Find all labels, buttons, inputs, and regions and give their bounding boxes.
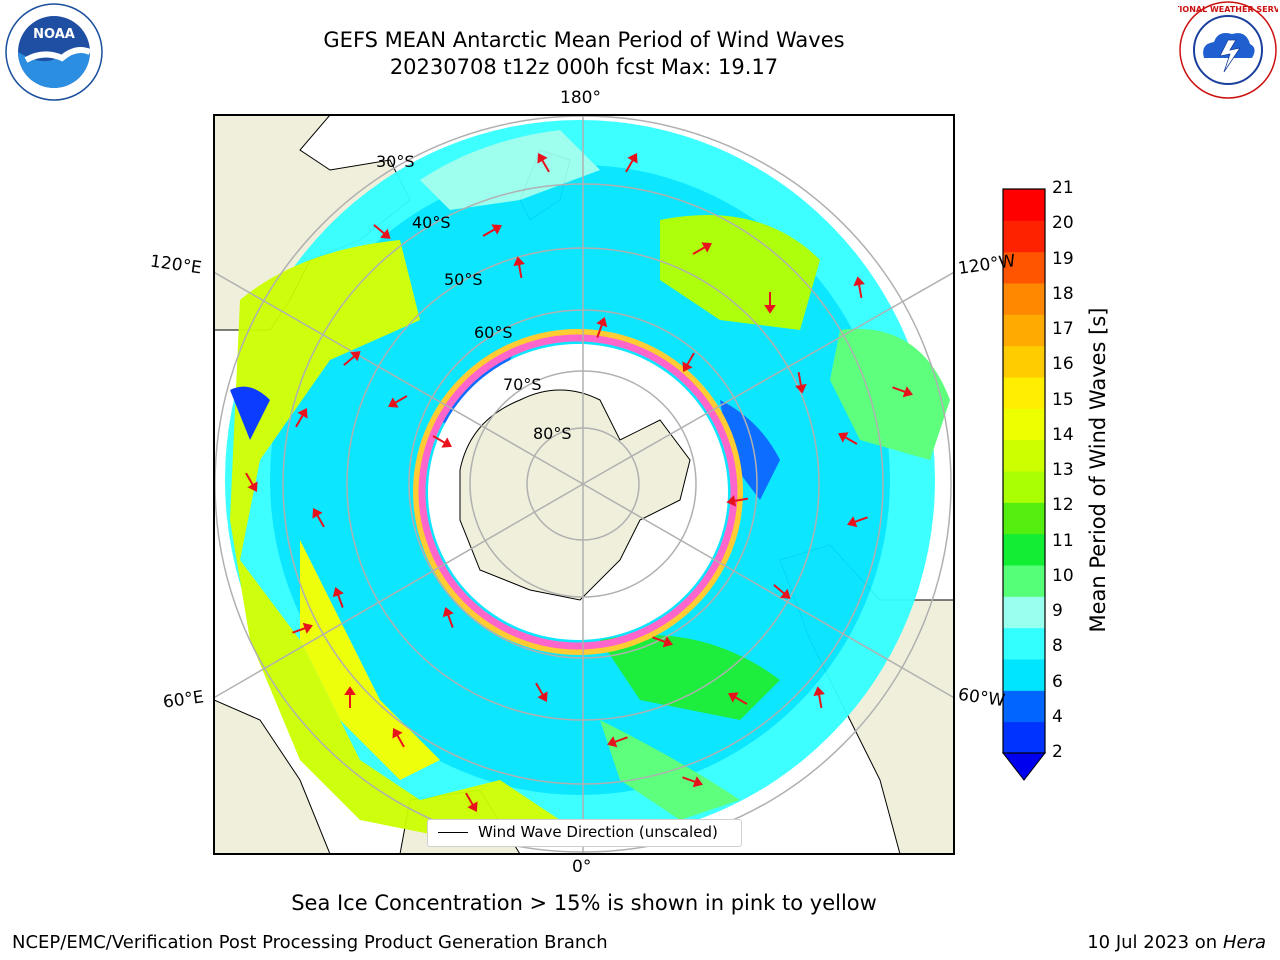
colorbar [1001,188,1047,781]
colorbar-tick-label: 13 [1052,460,1074,480]
map-legend: Wind Wave Direction (unscaled) [427,819,742,847]
chart-subtitle: 20230708 t12z 000h fcst Max: 19.17 [389,55,779,79]
colorbar-segment [1003,565,1045,597]
colorbar-segment [1003,659,1045,691]
colorbar-tick-label: 14 [1052,424,1074,445]
colorbar-segment [1003,690,1045,723]
sea-ice-ring-outer [413,329,743,655]
colorbar-tick-label: 9 [1052,601,1063,621]
legend-label: Wind Wave Direction (unscaled) [478,823,718,841]
colorbar-title: Mean Period of Wind Waves [s] [1086,307,1110,633]
colorbar-tick-label: 20 [1052,213,1074,234]
chart-title: GEFS MEAN Antarctic Mean Period of Wind … [323,28,845,52]
map-frame [213,114,955,855]
nws-logo-icon: NATIONAL WEATHER SERVICE [1178,1,1278,99]
footer-host: Hera [1222,932,1266,953]
colorbar-tick-label: 10 [1052,565,1074,586]
colorbar-tick-label: 8 [1052,636,1063,657]
sea-ice-ring [418,334,738,650]
colorbar-segment [1003,189,1045,221]
colorbar-segment [1003,251,1045,284]
colorbar-segment [1003,377,1045,409]
footer-date: 10 Jul 2023 on Hera [1087,932,1266,953]
colorbar-tick-label: 17 [1052,319,1074,339]
colorbar-tick-label: 15 [1052,389,1074,410]
wind-wave-arrows [245,153,913,812]
lat-label-30s: 30°S [376,152,415,171]
colorbar-tick-label: 2 [1052,742,1063,762]
colorbar-tick-label: 19 [1052,248,1074,269]
colorbar-tick-label: 16 [1052,354,1074,375]
colorbar-tick-label: 6 [1052,671,1063,692]
lat-label-40s: 40°S [412,213,451,232]
colorbar-tick-label: 4 [1052,706,1063,727]
lat-label-70s: 70°S [503,375,542,394]
land-africa [214,699,331,854]
colorbar-segment [1003,408,1045,441]
lon-label-0: 0° [572,857,592,877]
colorbar-tick-label: 12 [1052,495,1074,516]
colorbar-segment [1003,220,1045,253]
colorbar-segment [1003,345,1045,378]
lon-label-180: 180° [560,88,601,108]
colorbar-tick-label: 21 [1052,178,1074,198]
colorbar-segment [1003,721,1045,754]
colorbar-segment [1003,439,1045,472]
colorbar-segment [1003,283,1045,315]
lat-label-60s: 60°S [474,323,513,342]
colorbar-segment [1003,596,1045,629]
footer-credit: NCEP/EMC/Verification Post Processing Pr… [12,932,608,953]
land-antarctica [459,389,691,601]
lat-label-80s: 80°S [533,424,572,443]
footer-date-text: 10 Jul 2023 on [1087,932,1223,953]
legend-line-icon [438,832,468,833]
colorbar-segment [1003,502,1045,535]
colorbar-extend-arrow [1001,752,1047,781]
colorbar-segment [1003,533,1045,566]
noaa-logo-icon: NOAA [5,3,103,101]
noaa-logo-text: NOAA [33,27,75,42]
colorbar-segment [1003,627,1045,660]
colorbar-segment [1003,314,1045,347]
colorbar-tick-label: 11 [1052,530,1074,551]
colorbar-tick-label: 18 [1052,283,1074,304]
colorbar-segment [1003,471,1045,503]
caption: Sea Ice Concentration > 15% is shown in … [291,891,877,915]
lat-label-50s: 50°S [444,270,483,289]
svg-text:NATIONAL WEATHER SERVICE: NATIONAL WEATHER SERVICE [1178,5,1278,14]
